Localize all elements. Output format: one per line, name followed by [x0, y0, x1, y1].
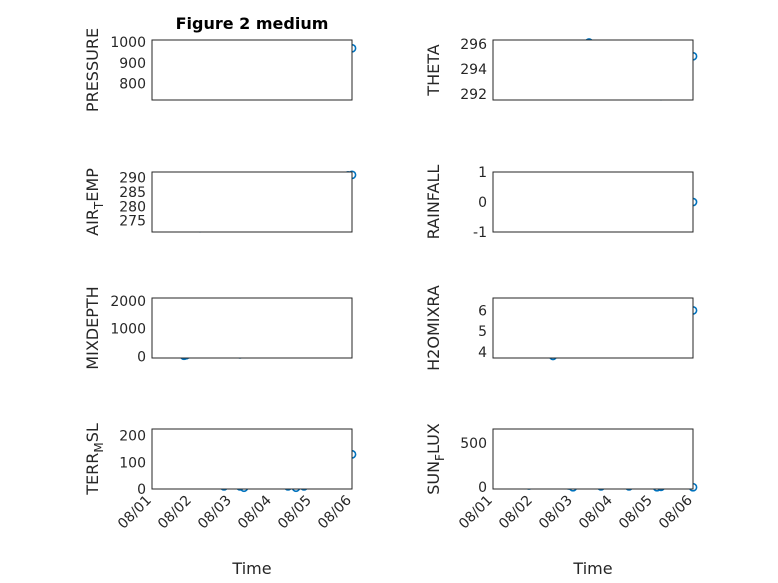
y-tick-label: 2000: [110, 294, 146, 310]
y-tick-label: 0: [137, 482, 146, 498]
x-tick-label: 08/06: [656, 492, 696, 532]
x-tick-label: 08/06: [315, 492, 355, 532]
y-tick-label: 290: [119, 171, 146, 187]
axes-box: [151, 171, 353, 233]
y-tick-label: 275: [119, 214, 146, 230]
x-tick-label: 08/02: [496, 493, 536, 533]
y-axis-label: H2OMIXRA: [424, 285, 443, 371]
axes-box: [492, 428, 694, 490]
axes-box: [492, 297, 694, 359]
y-tick-label: 100: [119, 455, 146, 471]
y-tick-label: 1: [478, 165, 487, 181]
subplot-theta: 292 294 296 THETA: [424, 37, 698, 103]
x-axis-label: Time: [572, 559, 612, 578]
y-tick-label: 1000: [110, 322, 146, 338]
x-tick-label: 08/02: [155, 493, 195, 533]
y-tick-label: 4: [478, 345, 487, 361]
subplot-pressure: 800 900 1000 PRESSURE: [83, 28, 357, 112]
x-tick-label: 08/05: [275, 493, 315, 533]
y-axis-label: MIXDEPTH: [83, 286, 102, 369]
y-tick-label: 200: [119, 429, 146, 445]
x-tick-label: 08/04: [235, 492, 275, 532]
y-tick-label: 292: [460, 87, 487, 103]
x-tick-label: 08/01: [456, 493, 496, 533]
y-tick-label: 0: [478, 195, 487, 211]
axes-box: [151, 39, 353, 101]
axes-box: [151, 428, 353, 490]
y-tick-label: 0: [478, 480, 487, 496]
y-tick-label: 0: [137, 350, 146, 366]
y-axis-label: AIRTEMP: [83, 168, 106, 236]
y-tick-label: 294: [460, 62, 487, 78]
y-tick-label: 285: [119, 185, 146, 201]
subplot-terr-msl: 08/01 08/02 08/03 08/04 08/05 08/06 0 100 200 TER…: [83, 423, 357, 578]
figure-title: Figure 2 medium: [176, 14, 329, 33]
subplot-sun-flux: 08/01 08/02 08/03 08/04 08/05 08/06 0 500 SUNFLU…: [424, 423, 698, 578]
y-tick-label: 6: [478, 303, 487, 319]
subplot-mixdepth: 0 1000 2000 MIXDEPTH: [83, 286, 353, 370]
axes-box: [151, 297, 353, 359]
y-tick-label: -1: [473, 225, 487, 241]
y-axis-label: SUNFLUX: [424, 423, 447, 495]
x-tick-label: 08/03: [536, 493, 576, 533]
y-tick-label: 296: [460, 37, 487, 53]
subplot-h2omixra: 4 5 6 H2OMIXRA: [424, 285, 698, 371]
x-tick-label: 08/05: [616, 493, 656, 533]
x-axis-label: Time: [231, 559, 271, 578]
x-tick-label: 08/04: [576, 492, 616, 532]
x-tick-label: 08/01: [115, 493, 155, 533]
y-axis-label: PRESSURE: [83, 28, 102, 112]
y-tick-label: 280: [119, 199, 146, 215]
y-axis-label: THETA: [424, 44, 443, 96]
subplot-rainfall: -1 0 1 RAINFALL: [424, 165, 698, 241]
y-axis-label: TERRMSL: [83, 423, 106, 496]
y-tick-label: 500: [460, 436, 487, 452]
y-tick-label: 800: [119, 76, 146, 92]
x-tick-label: 08/03: [195, 493, 235, 533]
axes-box: [492, 171, 694, 233]
y-tick-label: 5: [478, 324, 487, 340]
y-tick-label: 900: [119, 56, 146, 72]
axes-box: [492, 39, 694, 101]
y-tick-label: 1000: [110, 35, 146, 51]
y-axis-label: RAINFALL: [424, 165, 443, 240]
